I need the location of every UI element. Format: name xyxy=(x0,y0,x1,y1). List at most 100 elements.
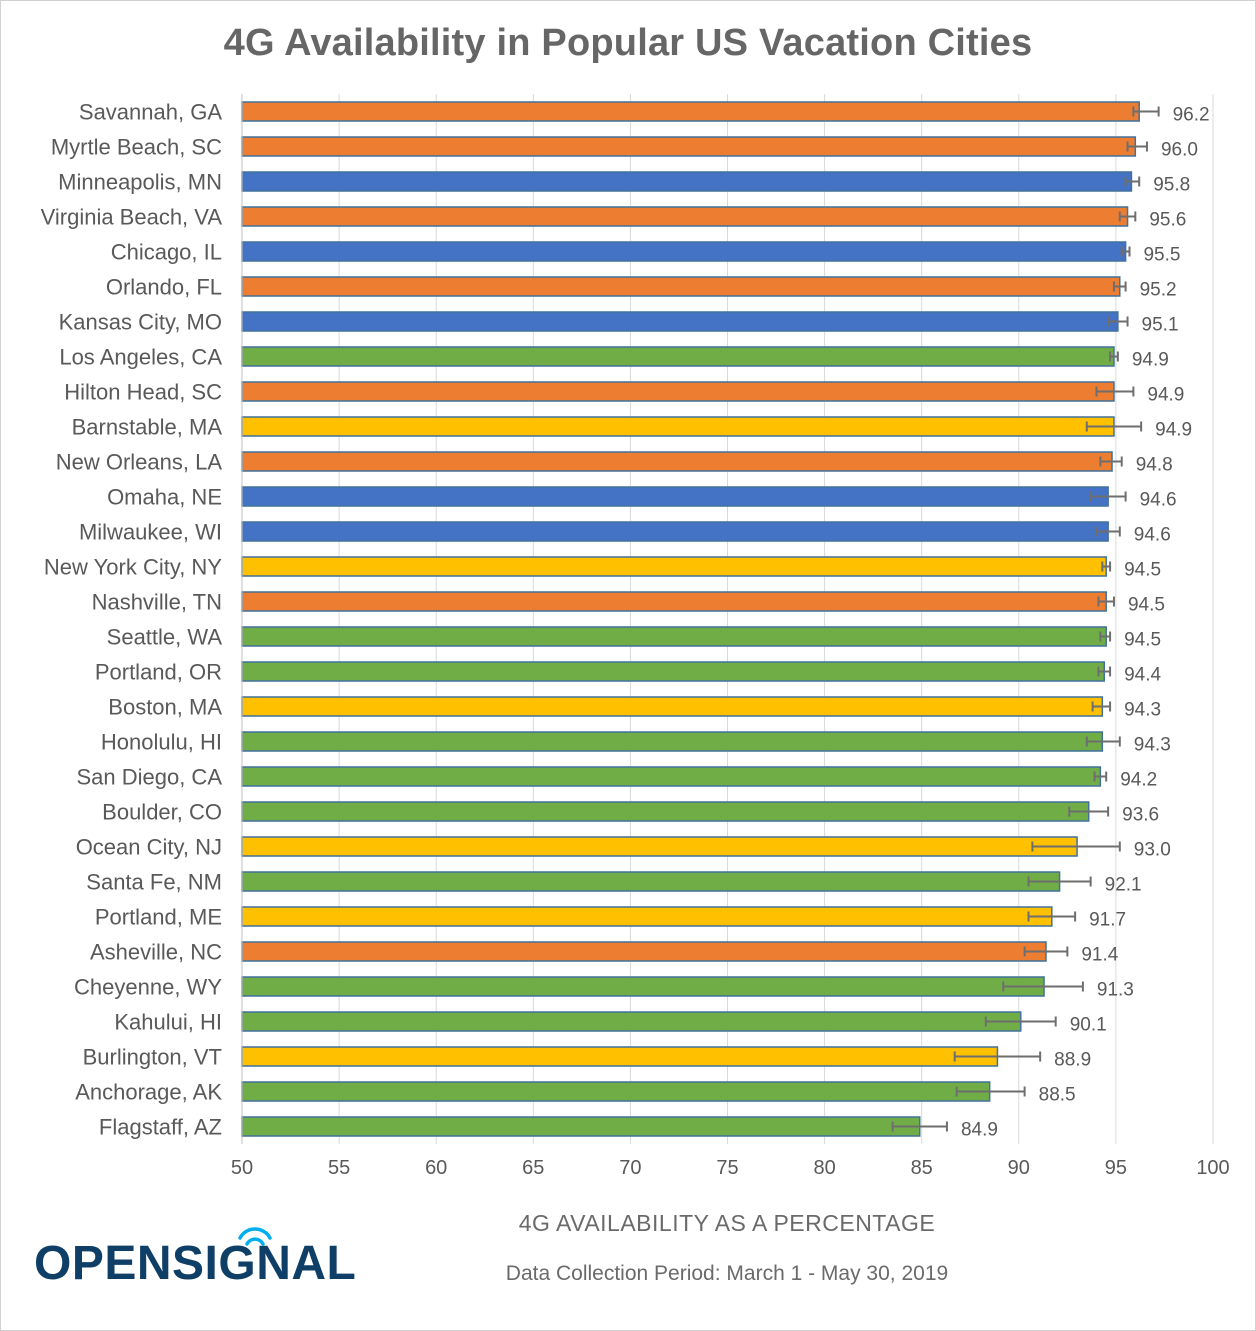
x-tick-label: 65 xyxy=(522,1157,544,1179)
bar xyxy=(241,836,1078,857)
category-label: Boston, MA xyxy=(108,695,222,720)
value-label: 92.1 xyxy=(1105,875,1142,896)
category-label: New Orleans, LA xyxy=(56,450,223,475)
opensignal-logo: OPENSIGNAL xyxy=(34,1222,374,1292)
bar xyxy=(241,136,1137,157)
bar xyxy=(241,871,1061,892)
category-label: Kahului, HI xyxy=(114,1010,222,1035)
bar xyxy=(241,276,1121,297)
value-label: 94.3 xyxy=(1134,735,1171,756)
bar xyxy=(241,381,1115,402)
value-label: 95.8 xyxy=(1153,175,1190,196)
bar xyxy=(241,731,1104,752)
bar xyxy=(241,626,1107,647)
category-label: Asheville, NC xyxy=(90,940,222,965)
value-label: 94.6 xyxy=(1134,525,1171,546)
category-label: New York City, NY xyxy=(44,555,222,580)
category-label: Milwaukee, WI xyxy=(79,520,222,545)
bar xyxy=(241,486,1109,507)
value-label: 84.9 xyxy=(961,1120,998,1141)
value-label: 95.2 xyxy=(1140,280,1177,301)
category-label: Burlington, VT xyxy=(83,1045,222,1070)
x-tick-label: 90 xyxy=(1008,1157,1030,1179)
chart-title: 4G Availability in Popular US Vacation C… xyxy=(223,22,1033,64)
value-label: 91.4 xyxy=(1081,945,1118,966)
value-label: 91.7 xyxy=(1089,910,1126,931)
category-label: Portland, ME xyxy=(95,905,222,930)
value-label: 90.1 xyxy=(1070,1015,1107,1036)
category-label: Santa Fe, NM xyxy=(86,870,222,895)
value-label: 94.5 xyxy=(1124,630,1161,651)
category-label: Myrtle Beach, SC xyxy=(51,135,222,160)
bar xyxy=(241,661,1105,682)
category-label: Virginia Beach, VA xyxy=(41,205,223,230)
x-tick-label: 60 xyxy=(425,1157,447,1179)
bar xyxy=(241,241,1127,262)
bar xyxy=(241,801,1090,822)
category-label: Los Angeles, CA xyxy=(59,345,222,370)
bar xyxy=(241,766,1102,787)
category-label: Flagstaff, AZ xyxy=(99,1115,222,1140)
value-label: 93.0 xyxy=(1134,840,1171,861)
data-collection-period: Data Collection Period: March 1 - May 30… xyxy=(505,1262,949,1285)
value-label: 88.5 xyxy=(1039,1085,1076,1106)
bar xyxy=(241,171,1133,192)
category-label: Chicago, IL xyxy=(111,240,222,265)
value-label: 88.9 xyxy=(1054,1050,1091,1071)
opensignal-logo-text: OPENSIGNAL xyxy=(34,1237,357,1290)
category-label: Nashville, TN xyxy=(92,590,222,615)
x-tick-label: 100 xyxy=(1196,1157,1229,1179)
category-label: Seattle, WA xyxy=(107,625,223,650)
value-label: 95.5 xyxy=(1143,245,1180,266)
category-label: Savannah, GA xyxy=(79,100,222,125)
value-label: 96.2 xyxy=(1173,105,1210,126)
value-label: 94.9 xyxy=(1155,420,1192,441)
category-label: Barnstable, MA xyxy=(72,415,223,440)
bar xyxy=(241,941,1047,962)
value-label: 95.6 xyxy=(1149,210,1186,231)
category-label: Boulder, CO xyxy=(102,800,222,825)
value-label: 91.3 xyxy=(1097,980,1134,1001)
x-tick-label: 95 xyxy=(1105,1157,1127,1179)
value-label: 94.3 xyxy=(1124,700,1161,721)
category-label: Kansas City, MO xyxy=(59,310,222,335)
bar xyxy=(241,976,1045,997)
x-tick-label: 80 xyxy=(813,1157,835,1179)
category-label: Ocean City, NJ xyxy=(76,835,222,860)
x-axis-label: 4G AVAILABILITY AS A PERCENTAGE xyxy=(518,1210,936,1236)
value-label: 94.2 xyxy=(1120,770,1157,791)
value-label: 95.1 xyxy=(1142,315,1179,336)
category-label: Orlando, FL xyxy=(106,275,222,300)
bar xyxy=(241,591,1107,612)
value-label: 93.6 xyxy=(1122,805,1159,826)
signal-waves-icon xyxy=(238,1227,272,1246)
category-label: Honolulu, HI xyxy=(101,730,222,755)
category-label: Omaha, NE xyxy=(107,485,222,510)
bar xyxy=(241,1081,991,1102)
value-label: 94.9 xyxy=(1132,350,1169,371)
category-label: Portland, OR xyxy=(95,660,222,685)
value-label: 94.6 xyxy=(1140,490,1177,511)
x-tick-label: 55 xyxy=(328,1157,350,1179)
bar xyxy=(241,206,1129,227)
bar xyxy=(241,1011,1022,1032)
x-tick-label: 70 xyxy=(619,1157,641,1179)
value-label: 94.5 xyxy=(1128,595,1165,616)
value-label: 94.8 xyxy=(1136,455,1173,476)
bar xyxy=(241,346,1115,367)
x-tick-label: 85 xyxy=(911,1157,933,1179)
category-label: San Diego, CA xyxy=(76,765,222,790)
bar xyxy=(241,556,1107,577)
x-tick-label: 75 xyxy=(716,1157,738,1179)
value-label: 94.9 xyxy=(1147,385,1184,406)
bar xyxy=(241,1116,921,1137)
value-label: 94.5 xyxy=(1124,560,1161,581)
bar xyxy=(241,696,1104,717)
x-tick-label: 50 xyxy=(231,1157,253,1179)
value-label: 94.4 xyxy=(1124,665,1161,686)
bar xyxy=(241,1046,999,1067)
bar xyxy=(241,521,1109,542)
bar xyxy=(241,451,1113,472)
category-label: Minneapolis, MN xyxy=(58,170,222,195)
